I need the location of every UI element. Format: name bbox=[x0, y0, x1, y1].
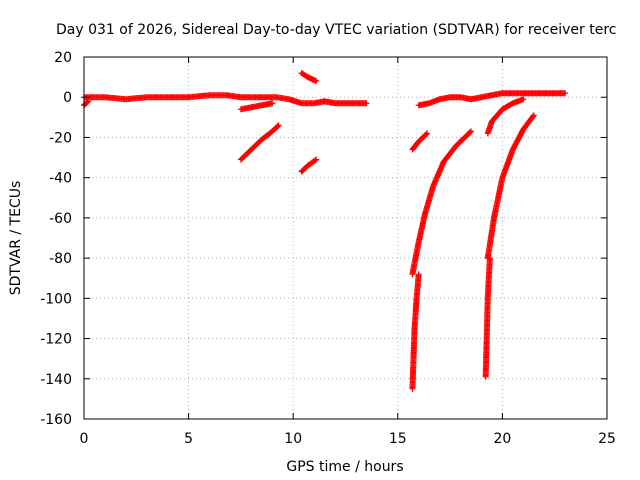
series-descending-arc-16 bbox=[409, 128, 475, 278]
data-point bbox=[269, 100, 276, 107]
y-tick-label: -120 bbox=[40, 332, 72, 348]
plot-frame bbox=[83, 56, 608, 420]
y-tick-label: -140 bbox=[40, 372, 72, 388]
series-early-arc-16 bbox=[409, 130, 431, 153]
series-segment-8 bbox=[237, 100, 276, 113]
data-series bbox=[81, 70, 569, 392]
series-band-20 bbox=[468, 90, 569, 103]
y-tick-label: -40 bbox=[49, 171, 72, 187]
y-tick-label: -100 bbox=[40, 291, 72, 307]
x-tick-label: 0 bbox=[80, 431, 89, 447]
data-point bbox=[363, 100, 370, 107]
y-tick-label: -60 bbox=[49, 211, 72, 227]
y-axis-label: SDTVAR / TECUs bbox=[8, 181, 24, 296]
series-main-band bbox=[81, 92, 370, 107]
data-point bbox=[275, 122, 282, 129]
x-tick-label: 25 bbox=[598, 431, 616, 447]
y-tick-label: -20 bbox=[49, 130, 72, 146]
series-ascending-arc-19 bbox=[484, 96, 527, 137]
grid-lines bbox=[84, 57, 607, 419]
data-point bbox=[313, 78, 320, 85]
data-point bbox=[562, 90, 569, 97]
x-tick-label: 20 bbox=[493, 431, 511, 447]
series-segment-10b bbox=[298, 156, 320, 175]
x-tick-label: 5 bbox=[184, 431, 193, 447]
series-deep-spike-16 bbox=[409, 271, 422, 392]
y-tick-label: -160 bbox=[40, 412, 72, 428]
series-descending-arc-20 bbox=[484, 112, 537, 262]
data-point bbox=[312, 157, 319, 164]
y-tick-label: 20 bbox=[54, 50, 72, 66]
data-point bbox=[424, 130, 431, 137]
data-point bbox=[530, 113, 537, 120]
x-tick-label: 15 bbox=[389, 431, 407, 447]
data-point bbox=[84, 98, 91, 105]
data-point bbox=[313, 156, 320, 163]
data-point bbox=[486, 255, 493, 262]
data-point bbox=[83, 99, 90, 106]
y-tick-label: -80 bbox=[49, 251, 72, 267]
series-late-band bbox=[415, 94, 475, 109]
x-tick-label: 10 bbox=[284, 431, 302, 447]
x-axis-label: GPS time / hours bbox=[286, 459, 403, 475]
axis-ticks: 0 5 10 15 20 25 20 0 -20 -40 -60 -80 -100 -120 -140 -16… bbox=[40, 50, 616, 447]
data-point bbox=[415, 271, 422, 278]
chart-title: Day 031 of 2026, Sidereal Day-to-day VTE… bbox=[56, 22, 616, 38]
data-point bbox=[85, 98, 92, 105]
series-segment-10a bbox=[298, 70, 320, 85]
data-point bbox=[530, 112, 537, 119]
series-deep-spike-19 bbox=[482, 255, 493, 380]
data-point bbox=[423, 131, 430, 138]
data-point bbox=[467, 129, 474, 136]
data-point bbox=[274, 123, 281, 130]
data-point bbox=[520, 96, 527, 103]
y-tick-label: 0 bbox=[63, 90, 72, 106]
series-segment-9 bbox=[237, 122, 282, 163]
data-point bbox=[468, 128, 475, 135]
